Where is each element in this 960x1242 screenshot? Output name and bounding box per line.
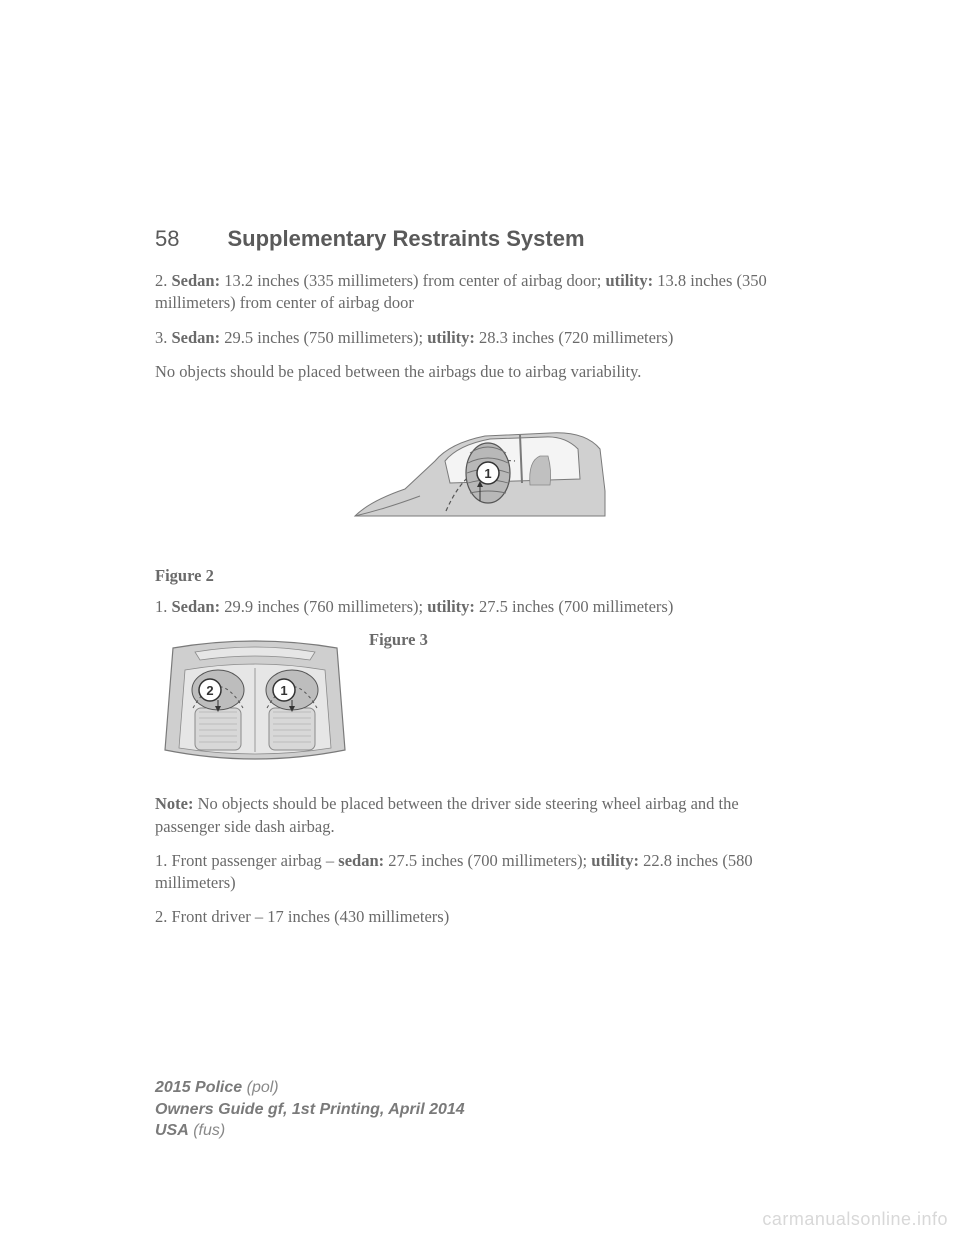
svg-text:2: 2 — [206, 683, 213, 698]
figure-3-row: 2 1 Figure 3 — [155, 630, 805, 775]
text-bold: utility: — [427, 597, 475, 616]
figure-2-caption: Figure 2 — [155, 566, 805, 586]
figure-2-item-1: 1. Sedan: 29.9 inches (760 millimeters);… — [155, 596, 805, 618]
footer-line-2: Owners Guide gf, 1st Printing, April 201… — [155, 1099, 465, 1121]
figure-3-item-1: 1. Front passenger airbag – sedan: 27.5 … — [155, 850, 805, 895]
text-bold: Note: — [155, 794, 193, 813]
text: 2. — [155, 271, 172, 290]
paragraph-2: 2. Sedan: 13.2 inches (335 millimeters) … — [155, 270, 805, 315]
svg-text:1: 1 — [280, 683, 287, 698]
figure-3-illustration: 2 1 — [155, 630, 355, 775]
page-content: 58 Supplementary Restraints System 2. Se… — [0, 0, 960, 929]
watermark: carmanualsonline.info — [762, 1209, 948, 1230]
text-bold: Sedan: — [172, 597, 221, 616]
text-bold: USA — [155, 1122, 189, 1139]
text-bold: 2015 Police — [155, 1079, 242, 1096]
svg-text:1: 1 — [484, 466, 491, 481]
text: (fus) — [189, 1122, 225, 1139]
text-bold: utility: — [427, 328, 475, 347]
text: 1. — [155, 597, 172, 616]
text: 3. — [155, 328, 172, 347]
text: 27.5 inches (700 millimeters) — [475, 597, 673, 616]
text: 29.9 inches (760 millimeters); — [220, 597, 427, 616]
figure-2-illustration: 1 — [350, 401, 610, 546]
text: 13.2 inches (335 millimeters) from cente… — [220, 271, 605, 290]
paragraph-no-objects: No objects should be placed between the … — [155, 361, 805, 383]
text: 1. Front passenger airbag – — [155, 851, 338, 870]
text-bold: utility: — [605, 271, 653, 290]
page-number: 58 — [155, 226, 179, 252]
text-bold: utility: — [591, 851, 639, 870]
text: 27.5 inches (700 millimeters); — [384, 851, 591, 870]
text: No objects should be placed between the … — [155, 794, 739, 835]
note-paragraph: Note: No objects should be placed betwee… — [155, 793, 805, 838]
section-title: Supplementary Restraints System — [227, 226, 584, 252]
figure-3-item-2: 2. Front driver – 17 inches (430 millime… — [155, 906, 805, 928]
text-bold: sedan: — [338, 851, 384, 870]
text-bold: Sedan: — [172, 271, 221, 290]
text: 28.3 inches (720 millimeters) — [475, 328, 673, 347]
footer-line-1: 2015 Police (pol) — [155, 1077, 465, 1099]
text: (pol) — [242, 1079, 278, 1096]
figure-3-caption: Figure 3 — [369, 630, 428, 650]
paragraph-3: 3. Sedan: 29.5 inches (750 millimeters);… — [155, 327, 805, 349]
page-header: 58 Supplementary Restraints System — [155, 226, 805, 252]
text-bold: Sedan: — [172, 328, 221, 347]
footer-line-3: USA (fus) — [155, 1120, 465, 1142]
footer: 2015 Police (pol) Owners Guide gf, 1st P… — [155, 1077, 465, 1142]
text: 29.5 inches (750 millimeters); — [220, 328, 427, 347]
